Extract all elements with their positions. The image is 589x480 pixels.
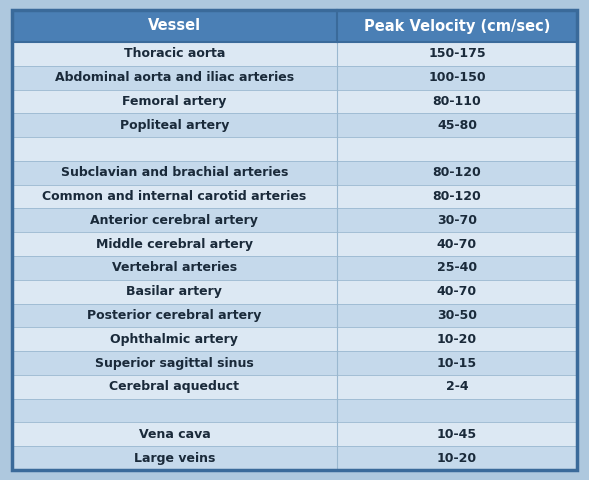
- Bar: [12, 256, 577, 280]
- Bar: [12, 327, 577, 351]
- Text: 40-70: 40-70: [437, 285, 477, 298]
- Bar: [12, 280, 577, 303]
- Bar: [12, 375, 577, 399]
- Text: 80-120: 80-120: [432, 190, 481, 203]
- Text: Large veins: Large veins: [134, 452, 215, 465]
- Text: Superior sagittal sinus: Superior sagittal sinus: [95, 357, 254, 370]
- Text: Vertebral arteries: Vertebral arteries: [112, 262, 237, 275]
- Text: 2-4: 2-4: [446, 380, 468, 393]
- Text: Peak Velocity (cm/sec): Peak Velocity (cm/sec): [364, 19, 550, 34]
- Bar: [12, 232, 577, 256]
- Text: Femoral artery: Femoral artery: [123, 95, 227, 108]
- Bar: [12, 185, 577, 208]
- Text: Anterior cerebral artery: Anterior cerebral artery: [91, 214, 259, 227]
- Bar: [12, 113, 577, 137]
- Bar: [12, 42, 577, 66]
- Bar: [12, 90, 577, 113]
- Text: Middle cerebral artery: Middle cerebral artery: [96, 238, 253, 251]
- Bar: [12, 10, 577, 42]
- Text: 10-20: 10-20: [437, 333, 477, 346]
- Bar: [12, 303, 577, 327]
- Text: Cerebral aqueduct: Cerebral aqueduct: [110, 380, 240, 393]
- Text: Posterior cerebral artery: Posterior cerebral artery: [87, 309, 262, 322]
- Text: 45-80: 45-80: [437, 119, 477, 132]
- Text: 10-20: 10-20: [437, 452, 477, 465]
- Bar: [12, 66, 577, 90]
- Text: 80-110: 80-110: [432, 95, 481, 108]
- Bar: [12, 208, 577, 232]
- Text: 80-120: 80-120: [432, 166, 481, 179]
- Text: Subclavian and brachial arteries: Subclavian and brachial arteries: [61, 166, 288, 179]
- Text: Basilar artery: Basilar artery: [127, 285, 223, 298]
- Bar: [12, 422, 577, 446]
- Text: Common and internal carotid arteries: Common and internal carotid arteries: [42, 190, 306, 203]
- Text: 30-70: 30-70: [437, 214, 477, 227]
- Text: 10-15: 10-15: [437, 357, 477, 370]
- Bar: [12, 399, 577, 422]
- Text: Popliteal artery: Popliteal artery: [120, 119, 229, 132]
- Text: Ophthalmic artery: Ophthalmic artery: [111, 333, 239, 346]
- Text: Thoracic aorta: Thoracic aorta: [124, 48, 225, 60]
- Bar: [12, 137, 577, 161]
- Bar: [12, 446, 577, 470]
- Text: Abdominal aorta and iliac arteries: Abdominal aorta and iliac arteries: [55, 71, 294, 84]
- Text: 100-150: 100-150: [428, 71, 486, 84]
- Text: 150-175: 150-175: [428, 48, 486, 60]
- Text: 30-50: 30-50: [437, 309, 477, 322]
- Text: 40-70: 40-70: [437, 238, 477, 251]
- Bar: [12, 351, 577, 375]
- Text: 10-45: 10-45: [437, 428, 477, 441]
- Text: 25-40: 25-40: [437, 262, 477, 275]
- Bar: [12, 161, 577, 185]
- Text: Vessel: Vessel: [148, 19, 201, 34]
- Text: Vena cava: Vena cava: [138, 428, 210, 441]
